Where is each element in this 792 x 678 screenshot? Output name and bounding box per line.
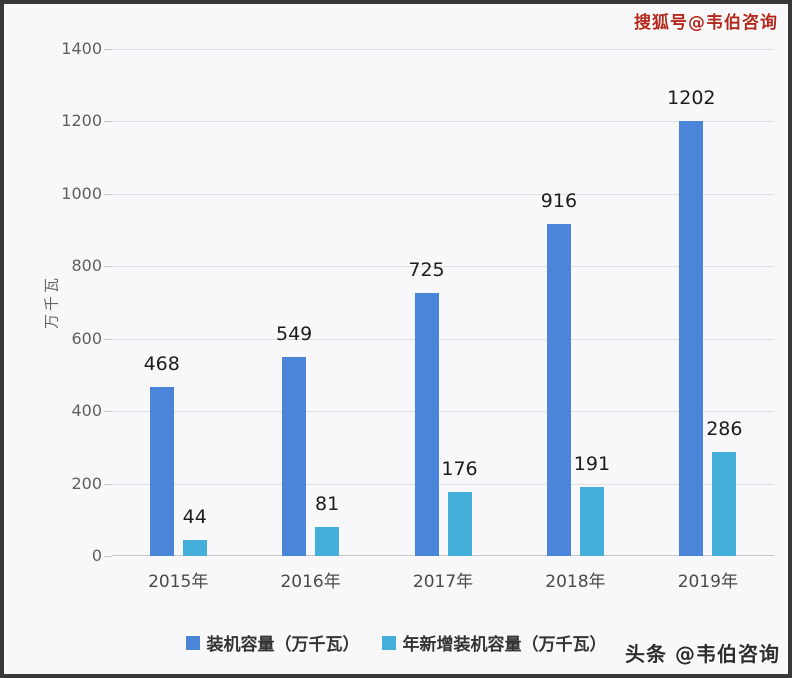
y-tick-label-400: 400 [71, 401, 102, 421]
legend-item-series2: 年新增装机容量（万千瓦） [381, 630, 607, 655]
y-tick-label-200: 200 [71, 473, 102, 493]
legend-swatch-icon [381, 635, 396, 650]
gridline-800 [112, 266, 774, 268]
y-tick-label-600: 600 [71, 328, 102, 348]
x-axis-line [112, 555, 774, 556]
legend: 装机容量（万千瓦） 年新增装机容量（万千瓦） [4, 630, 788, 655]
y-tick-label-1400: 1400 [61, 39, 102, 58]
legend-label: 年新增装机容量（万千瓦） [402, 635, 607, 655]
y-tick-label-1000: 1000 [61, 183, 102, 203]
bar-series2-2017年: 176 [441, 458, 478, 556]
plot-area: 468 44 549 81 725 176 916 191 1202 286 [112, 49, 774, 556]
bar-value-label: 549 [275, 323, 313, 346]
y-tick-label-0: 0 [91, 546, 102, 565]
bar-value-label: 191 [573, 452, 611, 475]
x-tick-label-2015年: 2015年 [148, 572, 209, 592]
bar-value-label: 1202 [667, 86, 716, 109]
bar-group-2017年: 725 176 [377, 49, 509, 556]
bar-series2-2018年: 191 [574, 453, 610, 556]
bar-value-label: 176 [441, 458, 478, 481]
y-tick-label-800: 800 [71, 256, 102, 276]
bar-value-label: 468 [143, 352, 180, 375]
y-tick-mark [104, 411, 112, 413]
y-tick-mark [104, 121, 112, 123]
bar-series1-2019年: 1202 [667, 87, 716, 556]
bar-groups: 468 44 549 81 725 176 916 191 1202 286 [112, 49, 774, 556]
bar-series1-2016年: 549 [276, 323, 312, 556]
bar-value-label: 725 [408, 259, 445, 282]
gridline-200 [112, 483, 774, 485]
gridline-600 [112, 338, 774, 340]
watermark-toutiao: 头条 @韦伯咨询 [625, 642, 780, 666]
gridline-1400 [112, 49, 774, 50]
y-tick-mark [104, 556, 112, 557]
y-tick-mark [104, 338, 112, 340]
bar-group-2016年: 549 81 [244, 49, 376, 556]
y-tick-mark [104, 483, 112, 485]
legend-item-series1: 装机容量（万千瓦） [185, 630, 360, 655]
legend-label: 装机容量（万千瓦） [206, 635, 360, 655]
bar-series1-2015年: 468 [144, 353, 180, 556]
bar-group-2018年: 916 191 [509, 49, 641, 556]
bar-series1-2017年: 725 [408, 259, 445, 556]
bar-value-label: 44 [182, 506, 207, 529]
bar-value-label: 81 [315, 492, 340, 515]
bar-series2-2019年: 286 [706, 418, 742, 556]
gridline-1000 [112, 193, 774, 195]
y-tick-mark [104, 193, 112, 195]
y-tick-mark [104, 49, 112, 50]
legend-swatch-icon [185, 635, 200, 650]
y-tick-mark [104, 266, 112, 268]
y-axis-title: 万千瓦 [42, 274, 61, 330]
x-axis-labels: 2015年 2016年 2017年 2018年 2019年 [112, 570, 774, 594]
gridline-400 [112, 411, 774, 413]
bar-group-2019年: 1202 286 [642, 49, 774, 556]
bar-series1-2018年: 916 [541, 190, 577, 556]
bar-series2-2015年: 44 [183, 506, 207, 556]
gridline-1200 [112, 121, 774, 123]
x-tick-label-2017年: 2017年 [412, 572, 474, 592]
bar-series2-2016年: 81 [315, 493, 339, 556]
y-tick-label-1200: 1200 [61, 111, 102, 131]
bar-value-label: 916 [540, 190, 578, 213]
x-tick-label-2019年: 2019年 [677, 572, 738, 592]
x-tick-label-2016年: 2016年 [280, 572, 341, 592]
watermark-sohu: 搜狐号@韦伯咨询 [634, 13, 778, 33]
x-tick-label-2018年: 2018年 [545, 572, 606, 592]
gridlines [112, 49, 774, 556]
bar-value-label: 286 [706, 418, 743, 441]
bar-group-2015年: 468 44 [112, 49, 244, 556]
